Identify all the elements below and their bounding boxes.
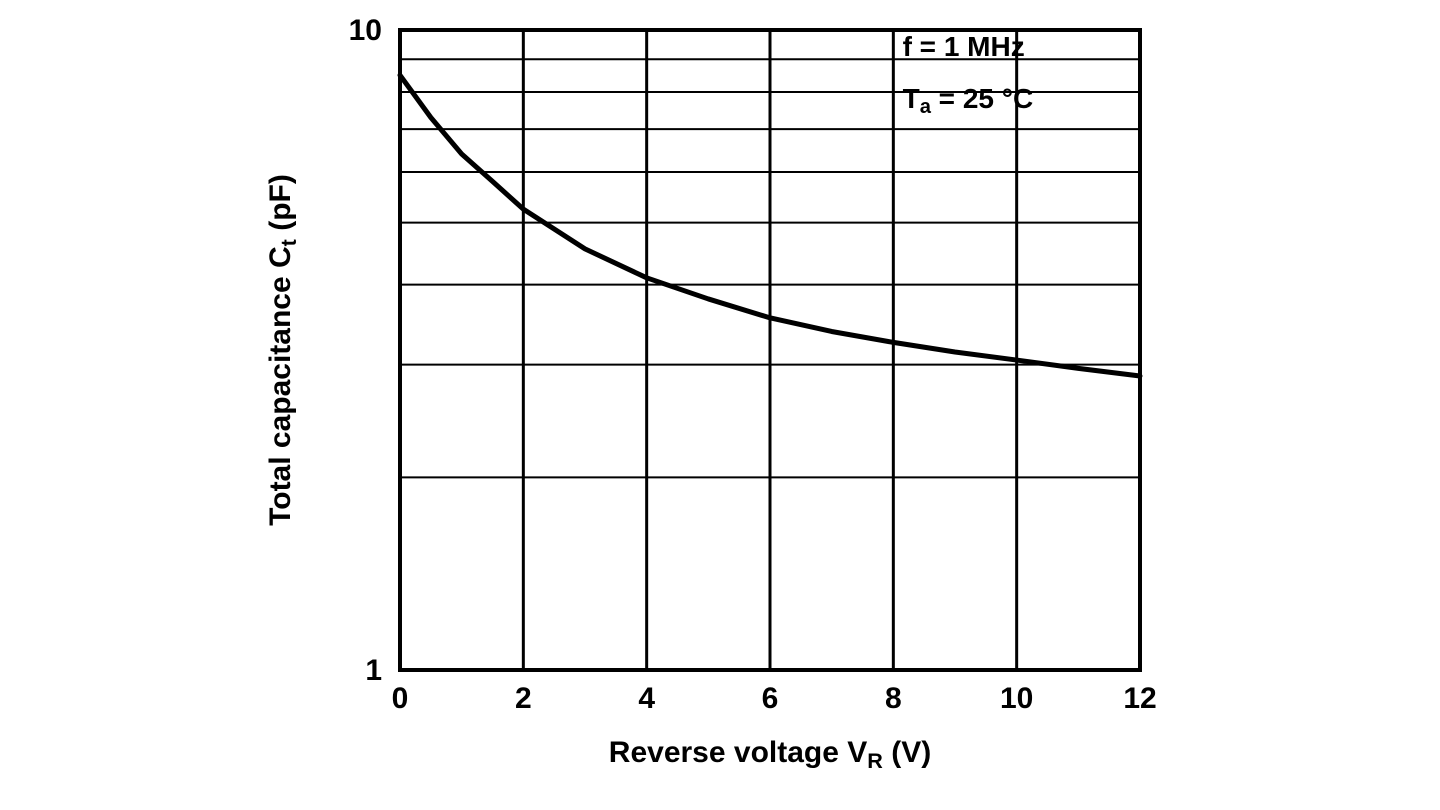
- x-tick-label: 6: [762, 682, 779, 715]
- x-tick-label: 12: [1123, 682, 1156, 715]
- x-tick-label: 8: [885, 682, 902, 715]
- x-tick-label: 10: [1000, 682, 1033, 715]
- x-axis-label: Reverse voltage VR (V): [609, 736, 931, 773]
- y-tick-label: 1: [365, 654, 382, 687]
- x-tick-label: 2: [515, 682, 532, 715]
- chart-annotation-line: f = 1 MHz: [903, 31, 1025, 62]
- chart-container: 0 2 4 6 8 10 12 1 10 Reverse voltage VR (V) Total …: [0, 0, 1440, 810]
- capacitance-vs-voltage-chart: 0 2 4 6 8 10 12 1 10 Reverse voltage VR (V) Total …: [0, 0, 1440, 810]
- y-axis-label: Total capacitance Ct (pF): [264, 174, 301, 526]
- y-tick-label: 10: [349, 14, 382, 47]
- x-tick-label: 4: [638, 682, 655, 715]
- x-tick-label: 0: [392, 682, 409, 715]
